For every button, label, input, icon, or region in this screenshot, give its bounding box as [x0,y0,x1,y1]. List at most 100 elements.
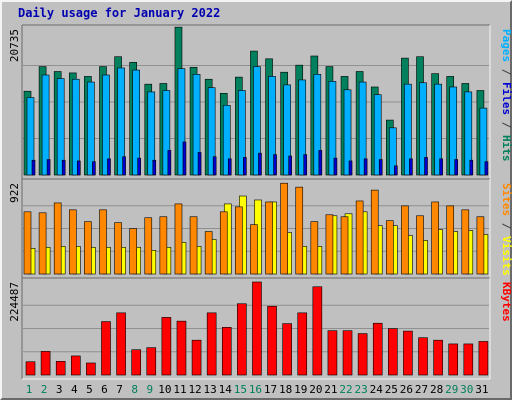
bar-visits [401,205,409,275]
bar-visits [84,221,92,275]
bar-pages [333,157,338,176]
bar-visits [431,201,439,275]
bar-visits [159,216,168,275]
bar-pages [243,157,247,176]
bar-pages [197,152,202,176]
x-tick-label: 25 [385,383,398,396]
bar-files [177,68,186,176]
bar-files [449,86,458,176]
bar-pages [107,158,111,176]
bar-kbytes [237,303,247,376]
bar-files [71,78,80,176]
bar-kbytes [191,339,202,376]
bar-kbytes [282,323,292,376]
x-tick-label: 11 [173,383,186,396]
bar-files [222,104,231,176]
legend-item: Pages [500,29,512,62]
x-tick-label: 7 [116,383,123,396]
x-tick-label: 8 [131,383,138,396]
bar-kbytes [448,343,459,376]
bar-files [479,107,488,176]
bar-kbytes [388,328,398,376]
legend-item: Hits [500,135,512,162]
bar-files [419,82,427,176]
bar-files [162,90,171,176]
bar-pages [31,159,36,176]
bar-kbytes [478,341,489,376]
x-tick-label: 22 [339,383,352,396]
bar-kbytes [55,361,66,376]
bar-files [298,79,307,176]
bar-kbytes [206,312,217,376]
bar-visits [235,206,243,275]
x-tick-label: 21 [324,383,337,396]
bar-visits [250,224,258,275]
bar-files [102,74,110,176]
bar-pages [212,156,217,176]
bar-kbytes [342,330,353,376]
axis-max-label: 224487 [8,282,21,322]
bar-kbytes [101,321,111,376]
bar-visits [204,231,213,275]
bar-visits [114,222,122,275]
bar-files [147,91,156,176]
legend-item: Files [500,82,512,115]
bar-pages [484,161,489,176]
series-legend: Pages / Files / Hits [500,29,512,162]
bar-kbytes [116,312,126,376]
x-tick-label: 18 [279,383,292,396]
bar-pages [363,158,368,176]
axis-max-label: 20735 [8,29,21,62]
bar-files [26,97,35,176]
bar-visits [189,216,198,275]
axis-max-label: 922 [8,183,21,203]
bar-pages [182,141,187,176]
x-tick-label: 24 [370,383,384,396]
bar-visits [99,209,107,275]
x-tick-label: 15 [234,383,247,396]
series-legend: Sites / Visits [500,183,512,276]
bar-files [41,74,50,176]
bar-visits [174,203,183,275]
bar-kbytes [403,330,413,376]
x-tick-label: 2 [41,383,48,396]
bar-visits [325,214,334,275]
x-tick-label: 29 [445,383,458,396]
bar-files [343,89,352,176]
bar-pages [167,150,172,176]
bar-visits [340,216,349,275]
legend-item: / [500,115,512,135]
bar-files [313,74,322,176]
bar-files [434,83,442,176]
bar-pages [394,165,398,176]
bar-files [283,84,291,176]
x-tick-label: 14 [219,383,233,396]
bar-kbytes [86,362,96,376]
x-tick-label: 28 [430,383,443,396]
legend-item: / [500,216,512,236]
legend-item: Visits [500,236,512,276]
bar-files [328,81,337,176]
bar-files [87,81,95,176]
bar-visits [355,200,364,275]
bar-files [404,83,412,176]
bar-kbytes [161,317,172,376]
legend-item: / [500,62,512,82]
legend-item: Sites [500,183,512,216]
bar-kbytes [25,361,36,376]
series-legend: KBytes [500,282,512,322]
bar-pages [348,160,353,176]
bar-files [373,94,382,176]
bar-files [56,78,65,176]
bar-pages [46,159,51,176]
bar-visits [446,205,455,275]
bar-files [268,76,276,176]
bar-kbytes [297,312,308,376]
bar-kbytes [146,347,157,376]
bar-kbytes [418,337,428,376]
x-tick-label: 4 [71,383,78,396]
bar-kbytes [70,355,81,376]
bar-kbytes [312,286,323,376]
bar-kbytes [463,343,474,376]
